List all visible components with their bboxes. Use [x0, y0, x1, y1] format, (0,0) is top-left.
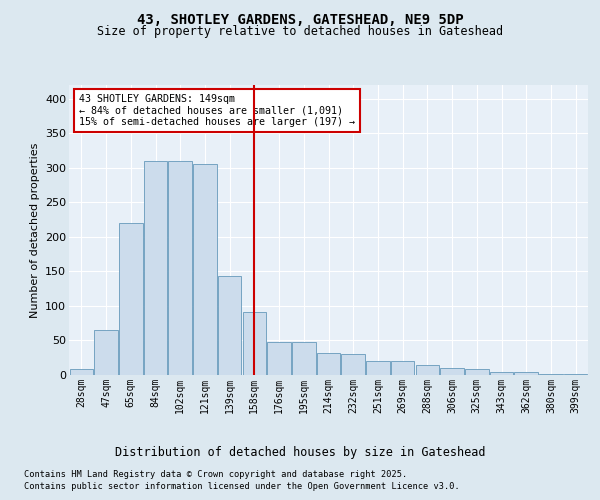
Bar — [292, 342, 316, 375]
Bar — [416, 366, 439, 375]
Bar — [366, 360, 389, 375]
Bar — [119, 223, 143, 375]
Bar — [144, 161, 167, 375]
Text: Contains HM Land Registry data © Crown copyright and database right 2025.: Contains HM Land Registry data © Crown c… — [24, 470, 407, 479]
Bar — [391, 360, 415, 375]
Bar — [218, 276, 241, 375]
Bar — [341, 354, 365, 375]
Bar — [490, 372, 513, 375]
Bar — [564, 374, 587, 375]
Bar — [193, 164, 217, 375]
Bar — [268, 342, 291, 375]
Text: 43 SHOTLEY GARDENS: 149sqm
← 84% of detached houses are smaller (1,091)
15% of s: 43 SHOTLEY GARDENS: 149sqm ← 84% of deta… — [79, 94, 355, 127]
Bar — [94, 330, 118, 375]
Bar — [317, 353, 340, 375]
Bar — [242, 312, 266, 375]
Text: 43, SHOTLEY GARDENS, GATESHEAD, NE9 5DP: 43, SHOTLEY GARDENS, GATESHEAD, NE9 5DP — [137, 12, 463, 26]
Y-axis label: Number of detached properties: Number of detached properties — [29, 142, 40, 318]
Bar — [514, 372, 538, 375]
Bar — [539, 374, 563, 375]
Bar — [440, 368, 464, 375]
Text: Size of property relative to detached houses in Gateshead: Size of property relative to detached ho… — [97, 25, 503, 38]
Bar — [70, 370, 93, 375]
Bar — [169, 161, 192, 375]
Bar — [465, 369, 488, 375]
Text: Distribution of detached houses by size in Gateshead: Distribution of detached houses by size … — [115, 446, 485, 459]
Text: Contains public sector information licensed under the Open Government Licence v3: Contains public sector information licen… — [24, 482, 460, 491]
